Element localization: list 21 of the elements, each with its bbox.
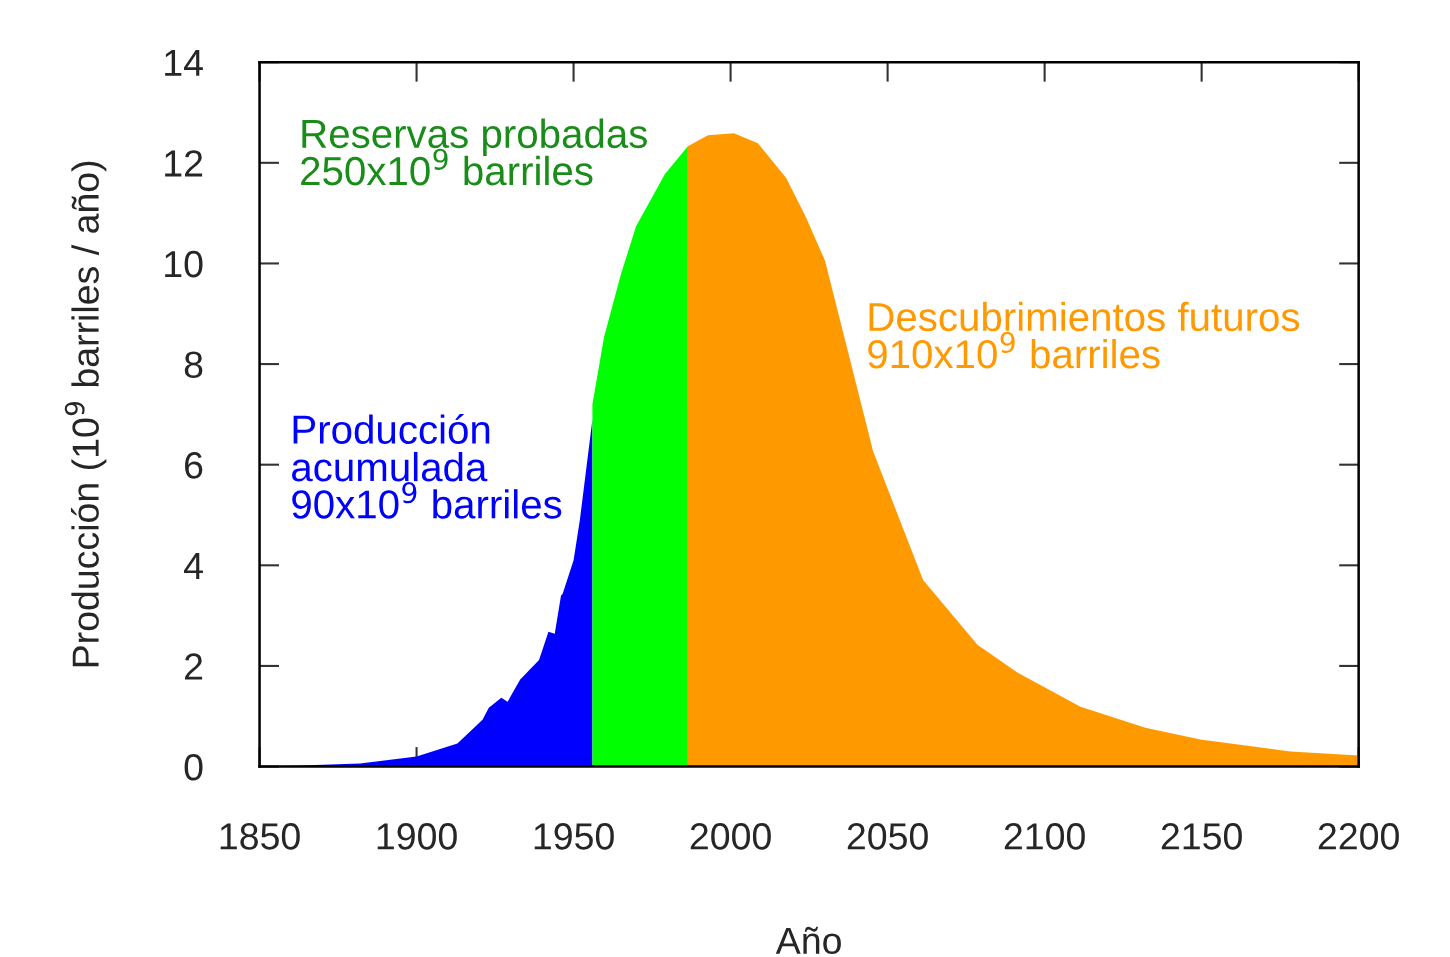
- y-tick-label: 2: [185, 653, 203, 680]
- x-axis-title: Año: [775, 926, 841, 955]
- x-tick-label: 1900: [377, 823, 457, 850]
- y-axis-title: Producción (10$^{9}$ barriles / año): [64, 161, 107, 667]
- y-tick-label: 6: [185, 452, 203, 479]
- x-tick-label: 2000: [690, 823, 771, 850]
- x-tick-label: 2050: [847, 823, 928, 850]
- x-tick-label: 1850: [220, 823, 300, 850]
- x-tick-label: 2200: [1318, 823, 1399, 850]
- x-tick-label: 1950: [534, 823, 614, 850]
- y-tick-label: 14: [165, 49, 203, 76]
- annotation: Descubrimientos futuros 910x10$^{9}$ barriles: [868, 301, 1300, 369]
- y-tick-label: 4: [184, 553, 203, 579]
- x-tick-label: 2100: [1004, 823, 1085, 850]
- annotation: Producción acumulada 90x10$^{9}$ barriles: [292, 413, 562, 519]
- y-tick-label: 10: [165, 250, 203, 278]
- y-tick-label: 8: [184, 351, 203, 379]
- y-tick-label: 12: [165, 150, 203, 177]
- annotation: Reservas probadas 250x10$^{9}$ barriles: [301, 118, 647, 186]
- y-tick-label: 0: [184, 753, 203, 781]
- x-tick-label: 2150: [1161, 823, 1242, 850]
